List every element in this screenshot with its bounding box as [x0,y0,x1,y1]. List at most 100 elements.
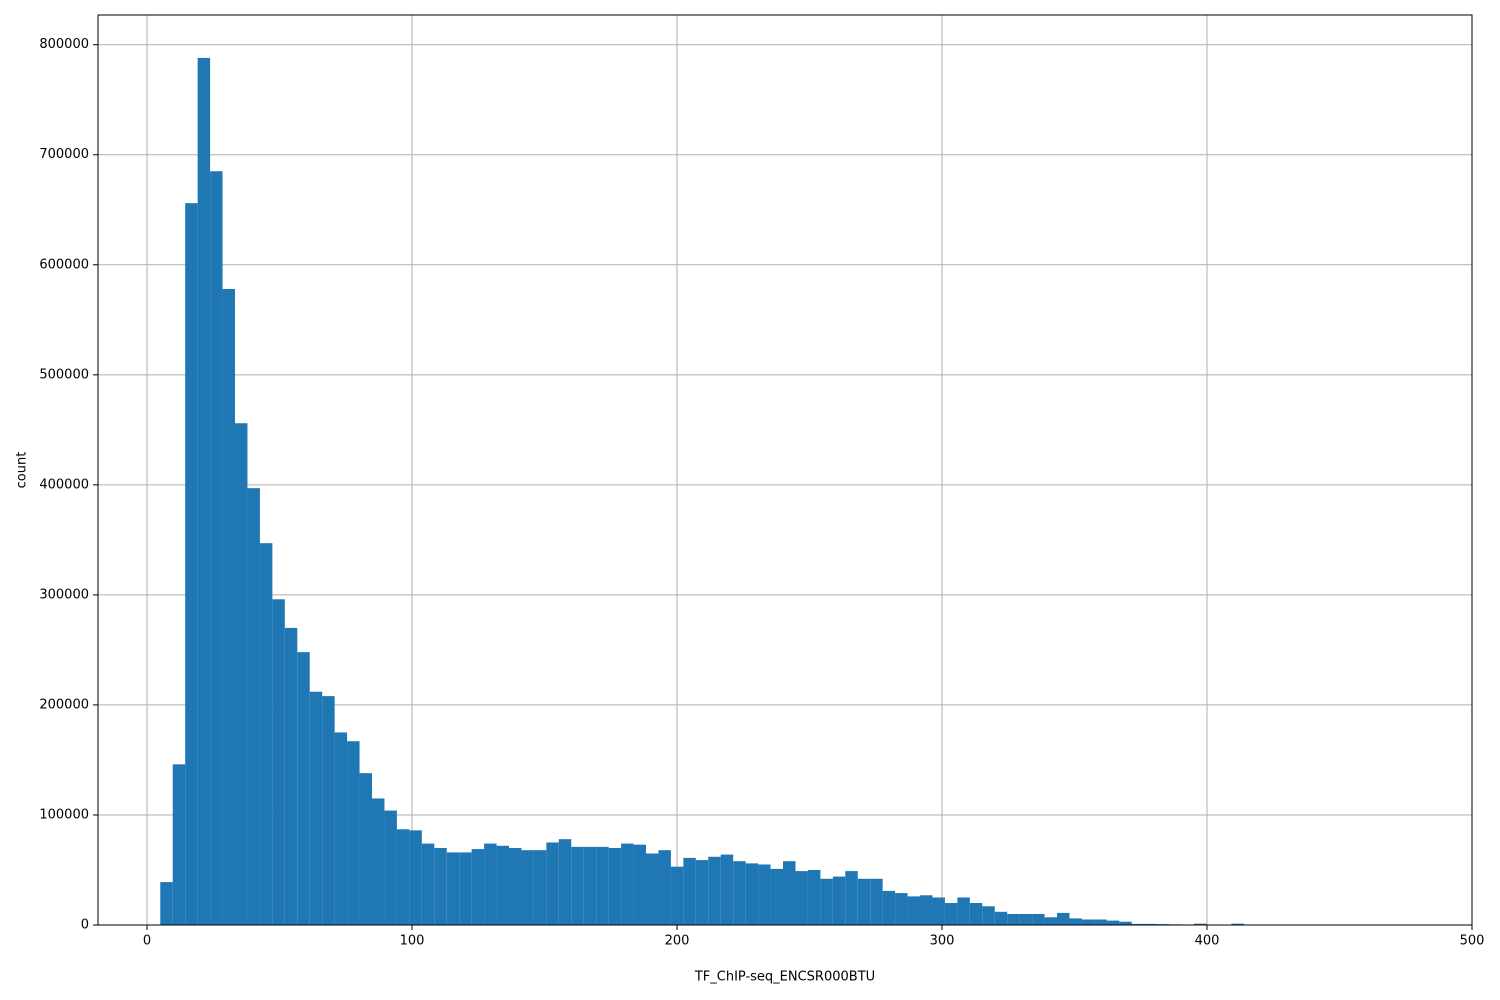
y-tick-label: 0 [81,918,89,933]
bar [197,57,211,926]
bar [708,856,721,925]
bar [259,543,273,925]
bar [309,691,323,925]
y-tick-label: 300000 [39,587,89,602]
bar [1144,923,1157,925]
bar [396,829,410,925]
bar [994,911,1008,925]
x-tick-label: 100 [400,934,425,949]
bar [658,850,671,925]
x-tick-label: 0 [143,934,151,949]
y-tick-label: 200000 [39,697,89,712]
bar [720,854,734,925]
bar [932,897,945,925]
x-tick-label: 500 [1460,934,1485,949]
bar [895,893,908,925]
bar [621,843,634,925]
bar [172,764,186,925]
x-axis-label: TF_ChIP-seq_ENCSR000BTU [694,970,875,985]
bar [1106,920,1120,925]
bar [807,869,821,925]
bar [770,868,784,925]
y-tick-label: 800000 [39,37,89,52]
bar [920,895,933,925]
x-tick-label: 200 [665,934,690,949]
bar [969,902,983,925]
bar [347,741,360,925]
bar [758,864,771,925]
bar [683,857,696,925]
bar [907,896,921,925]
bar [820,878,833,925]
bar [1057,912,1070,925]
bar [646,853,659,925]
bar [434,847,447,925]
bar [297,652,310,925]
bar [1094,919,1107,925]
bar [608,847,622,925]
plot-frame [97,14,1473,926]
bar [459,852,472,925]
bar [1081,919,1095,925]
bar [745,863,759,925]
bar [733,861,746,925]
y-tick-label: 600000 [39,257,89,272]
bar [222,288,236,925]
bar [583,846,597,925]
y-tick-label: 400000 [39,477,89,492]
bar [1119,921,1132,925]
bar [695,860,709,925]
x-tick-label: 400 [1195,934,1220,949]
bar [982,906,995,925]
bar [795,871,808,925]
y-axis-label: count [15,452,30,489]
bar [509,847,522,925]
bar [1194,923,1207,925]
y-tick-label: 500000 [39,367,89,382]
bar [409,830,422,925]
bar [496,845,510,925]
bar [957,897,970,925]
bar [1032,913,1045,925]
bar [944,902,958,925]
bar [334,732,348,925]
bar [359,773,373,925]
bar [322,696,335,925]
bar [533,850,547,925]
bar [272,599,285,925]
bar [845,871,858,925]
bar [558,839,572,925]
y-tick-label: 100000 [39,807,89,822]
bar [1007,913,1020,925]
y-tick-label: 700000 [39,147,89,162]
bar [160,882,173,925]
bar [596,846,609,925]
bar [571,846,584,925]
bar [882,890,896,925]
bar [372,798,385,925]
bar [1069,918,1082,925]
bar [484,843,497,925]
bar [284,627,298,925]
bar [1019,913,1033,925]
bar [832,876,846,925]
bar [471,849,485,925]
bar [633,844,647,925]
bar [521,850,534,925]
bar [185,203,198,925]
bar [421,843,435,925]
bar [670,866,684,925]
bar [1044,917,1058,925]
bar [446,852,460,925]
x-tick-label: 300 [930,934,955,949]
bar [870,878,883,925]
bar [384,810,397,925]
bar [1231,923,1244,925]
bar [546,842,559,925]
bar [857,878,871,925]
bar [783,861,796,925]
bar [210,171,223,925]
bar [247,488,260,925]
bar [1131,923,1145,925]
